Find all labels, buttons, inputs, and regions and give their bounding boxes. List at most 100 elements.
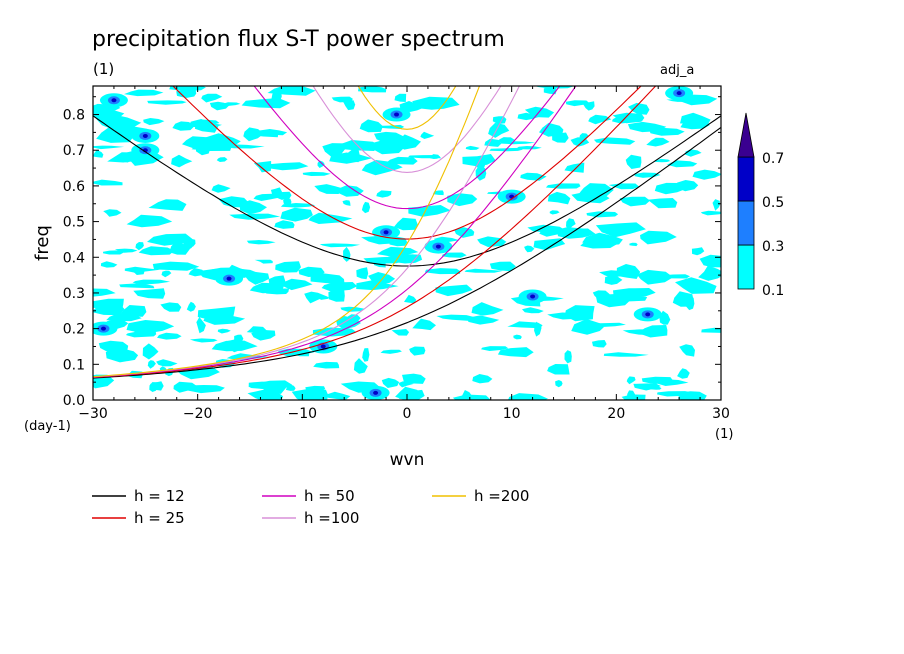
power-patch-0.1: [143, 118, 165, 126]
power-patch-0.5: [676, 91, 682, 96]
power-patch-0.1: [636, 269, 674, 285]
power-patch-0.1: [684, 149, 702, 157]
power-patch-0.1: [641, 376, 673, 385]
power-patch-0.1: [564, 350, 572, 364]
x-tick-label: −20: [183, 406, 213, 422]
mrg-curve-h100: [93, 86, 520, 378]
power-patch-0.1: [171, 154, 193, 168]
power-patch-0.1: [105, 347, 139, 363]
power-patch-0.1: [160, 302, 182, 312]
power-patch-0.1: [327, 391, 351, 400]
power-patch-0.5: [383, 230, 389, 235]
power-patch-0.1: [517, 112, 541, 121]
power-patch-0.1: [124, 89, 164, 97]
power-patch-0.1: [647, 198, 678, 209]
units-label: (1): [93, 60, 114, 78]
power-patch-0.1: [124, 266, 160, 273]
power-patch-0.1: [666, 99, 695, 102]
x-units-label: (1): [715, 427, 733, 442]
power-patch-0.1: [186, 301, 196, 312]
power-patch-0.1: [666, 160, 698, 168]
power-patch-0.1: [394, 93, 407, 102]
power-patch-0.1: [640, 230, 677, 245]
power-patch-0.1: [672, 291, 694, 307]
power-patch-0.1: [361, 201, 371, 214]
power-patch-0.1: [305, 385, 326, 392]
power-patch-0.1: [359, 119, 383, 133]
y-tick-label: 0.3: [63, 286, 85, 302]
power-patch-0.1: [246, 132, 279, 138]
power-patch-0.1: [436, 314, 477, 321]
power-patch-0.1: [619, 196, 650, 207]
power-patch-0.1: [412, 96, 460, 110]
y-units-label: (day-1): [24, 419, 71, 434]
power-patch-0.1: [119, 305, 147, 317]
power-patch-0.1: [481, 346, 509, 351]
power-patch-0.1: [148, 199, 187, 211]
power-patch-0.1: [103, 250, 124, 255]
ig-curve-h12: [93, 115, 721, 267]
power-patch-0.1: [547, 364, 570, 375]
power-patch-0.1: [462, 154, 496, 167]
power-patch-0.1: [649, 127, 685, 136]
power-patch-0.1: [241, 98, 291, 109]
power-patch-0.1: [497, 347, 534, 358]
power-patch-0.1: [545, 183, 581, 189]
power-patch-0.1: [147, 360, 156, 369]
power-field: [93, 86, 721, 400]
power-patch-0.1: [603, 352, 649, 357]
power-patch-0.1: [376, 190, 392, 198]
power-patch-0.1: [377, 246, 419, 257]
ig-curve-h100: [312, 86, 502, 173]
power-patch-0.5: [530, 294, 536, 299]
y-tick-label: 0.1: [63, 357, 85, 373]
power-patch-0.1: [316, 295, 329, 300]
power-patch-0.1: [338, 185, 364, 197]
power-patch-0.1: [507, 321, 543, 329]
power-patch-0.1: [599, 270, 633, 278]
power-patch-0.1: [381, 377, 400, 388]
power-patch-0.1: [152, 261, 200, 271]
power-patch-0.1: [712, 199, 720, 211]
power-patch-0.1: [399, 101, 425, 112]
power-patch-0.1: [488, 122, 510, 138]
colorbar-label: 0.5: [762, 195, 784, 211]
power-patch-0.1: [646, 137, 670, 147]
power-patch-0.1: [374, 131, 405, 144]
power-patch-0.1: [472, 374, 493, 384]
power-patch-0.1: [93, 149, 104, 158]
power-patch-0.1: [586, 211, 619, 218]
power-patch-0.1: [658, 274, 690, 279]
power-patch-0.1: [626, 376, 636, 385]
power-patch-0.1: [399, 381, 414, 388]
power-patch-0.1: [253, 161, 272, 173]
power-patch-0.1: [147, 100, 187, 105]
power-patch-0.1: [699, 254, 721, 268]
power-patch-0.1: [571, 319, 604, 335]
power-patch-0.1: [321, 282, 358, 292]
power-patch-0.1: [582, 232, 623, 247]
power-patch-0.1: [157, 332, 182, 340]
power-patch-0.1: [103, 209, 122, 217]
power-patch-0.1: [291, 388, 329, 400]
power-patch-0.1: [268, 162, 309, 171]
power-patch-0.1: [370, 142, 405, 155]
power-patch-0.1: [135, 242, 144, 251]
power-patch-0.1: [380, 349, 402, 354]
legend-label: h = 12: [134, 487, 185, 505]
power-patch-0.1: [547, 191, 571, 205]
power-patch-0.1: [534, 321, 542, 337]
colorbar-label: 0.3: [762, 239, 784, 255]
y-tick-label: 0.2: [63, 322, 85, 338]
power-patch-0.1: [114, 248, 138, 253]
power-patch-0.5: [142, 133, 148, 138]
colorbar-label: 0.7: [762, 151, 784, 167]
power-patch-0.1: [520, 172, 547, 181]
power-patch-0.1: [342, 200, 351, 206]
power-patch-0.1: [119, 283, 155, 289]
power-patch-0.1: [628, 102, 650, 115]
ig-curve-h50: [253, 86, 561, 210]
x-tick-label: −10: [288, 406, 318, 422]
legend-label: h =100: [304, 509, 359, 527]
power-patch-0.1: [169, 86, 206, 91]
